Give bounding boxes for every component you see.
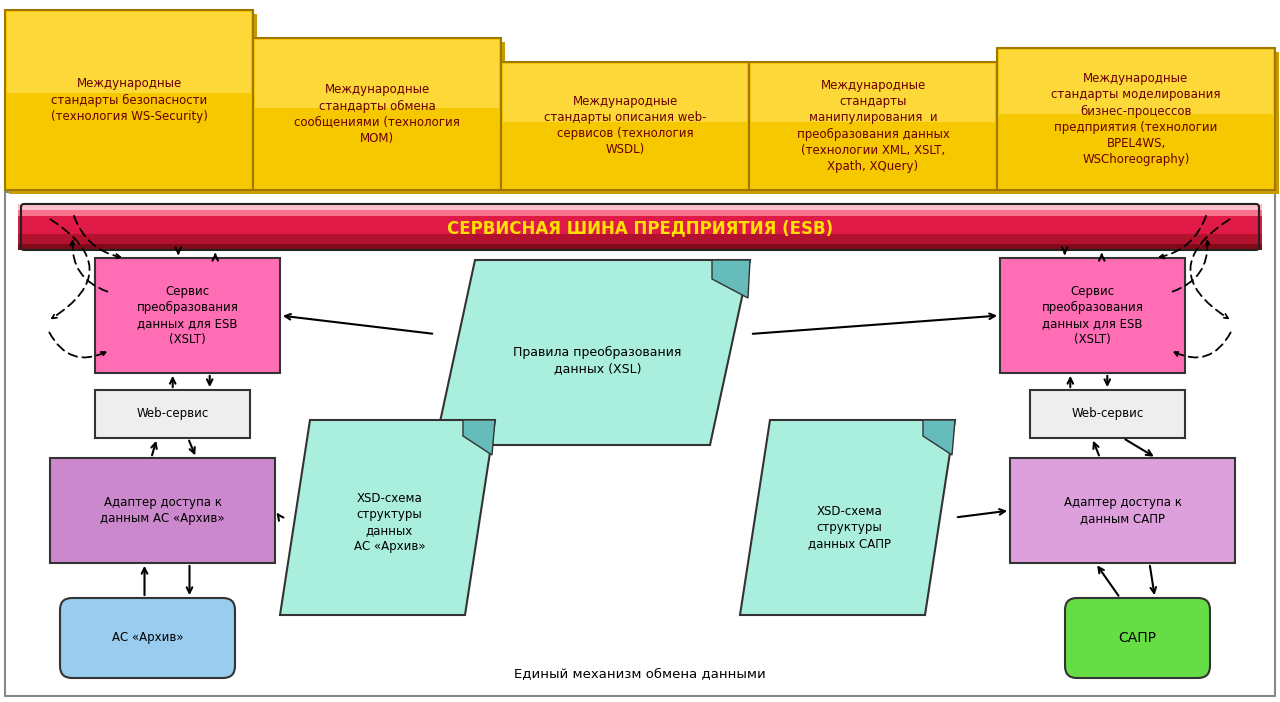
Bar xyxy=(18,246,1262,247)
Bar xyxy=(18,216,1262,218)
Bar xyxy=(18,230,1262,231)
Bar xyxy=(18,249,1262,250)
Bar xyxy=(18,221,1262,223)
Text: Международные
стандарты обмена
сообщениями (технология
MOM): Международные стандарты обмена сообщения… xyxy=(294,84,460,145)
Bar xyxy=(1001,52,1279,194)
Bar xyxy=(18,237,1262,239)
Bar xyxy=(18,249,1262,251)
Bar xyxy=(18,226,1262,227)
Text: Web-сервис: Web-сервис xyxy=(1071,407,1143,420)
FancyBboxPatch shape xyxy=(1065,598,1210,678)
Bar xyxy=(18,220,1262,221)
Bar xyxy=(500,62,749,190)
Bar xyxy=(18,244,1262,246)
Text: Единый механизм обмена данными: Единый механизм обмена данными xyxy=(515,668,765,680)
Text: СЕРВИСНАЯ ШИНА ПРЕДПРИЯТИЯ (ESB): СЕРВИСНАЯ ШИНА ПРЕДПРИЯТИЯ (ESB) xyxy=(447,219,833,237)
Text: Международные
стандарты
манипулирования  и
преобразования данных
(технологии XML: Международные стандарты манипулирования … xyxy=(796,79,950,173)
Bar xyxy=(18,219,1262,220)
Bar xyxy=(5,192,1275,696)
Bar xyxy=(18,227,1262,228)
Bar xyxy=(6,12,251,93)
Bar xyxy=(255,40,499,108)
Bar xyxy=(18,209,1262,211)
Bar xyxy=(253,38,500,190)
Bar xyxy=(18,207,1262,208)
Bar xyxy=(18,236,1262,237)
Bar xyxy=(18,224,1262,225)
Bar xyxy=(18,235,1262,237)
Bar xyxy=(997,48,1275,190)
Bar xyxy=(18,239,1262,240)
Bar xyxy=(18,232,1262,234)
Bar xyxy=(503,64,748,121)
Text: Сервис
преобразования
данных для ESB
(XSLT): Сервис преобразования данных для ESB (XS… xyxy=(1042,285,1143,346)
Bar xyxy=(18,232,1262,233)
Bar xyxy=(95,390,250,438)
Bar xyxy=(18,214,1262,216)
Polygon shape xyxy=(280,420,495,615)
Bar xyxy=(18,243,1262,244)
Bar xyxy=(18,204,1262,206)
Bar xyxy=(257,42,506,194)
Bar xyxy=(18,215,1262,216)
Text: САПР: САПР xyxy=(1119,631,1157,645)
Bar xyxy=(5,10,253,190)
Bar xyxy=(749,62,997,190)
Text: Международные
стандарты безопасности
(технология WS-Security): Международные стандарты безопасности (те… xyxy=(51,77,207,123)
Bar xyxy=(9,14,257,194)
Bar xyxy=(18,246,1262,248)
Text: АС «Архив»: АС «Архив» xyxy=(111,632,183,644)
Text: XSD-схема
структуры
данных
АС «Архив»: XSD-схема структуры данных АС «Архив» xyxy=(353,492,425,553)
Text: Правила преобразования
данных (XSL): Правила преобразования данных (XSL) xyxy=(513,346,682,375)
Text: XSD-схема
структуры
данных САПР: XSD-схема структуры данных САПР xyxy=(808,505,891,550)
Bar xyxy=(18,208,1262,210)
Text: Международные
стандарты моделирования
бизнес-процессов
предприятия (технологии
B: Международные стандарты моделирования би… xyxy=(1051,72,1221,166)
Bar xyxy=(18,213,1262,215)
Text: Международные
стандарты описания web-
сервисов (технология
WSDL): Международные стандарты описания web- се… xyxy=(544,95,707,157)
Bar xyxy=(1030,390,1185,438)
Bar xyxy=(18,218,1262,219)
Bar xyxy=(18,247,1262,249)
Bar xyxy=(18,223,1262,224)
Polygon shape xyxy=(463,420,495,455)
Bar xyxy=(50,458,275,563)
Text: Адаптер доступа к
данным САПР: Адаптер доступа к данным САПР xyxy=(1064,496,1181,525)
Text: Сервис
преобразования
данных для ESB
(XSLT): Сервис преобразования данных для ESB (XS… xyxy=(137,285,238,346)
Bar xyxy=(18,208,1262,209)
Bar xyxy=(18,223,1262,225)
Bar xyxy=(18,231,1262,232)
Bar xyxy=(1000,258,1185,373)
Bar xyxy=(18,211,1262,213)
Bar xyxy=(1010,458,1235,563)
Polygon shape xyxy=(712,260,750,298)
Bar xyxy=(18,211,1262,212)
Bar xyxy=(18,234,1262,235)
Bar xyxy=(18,241,1262,243)
Polygon shape xyxy=(435,260,750,445)
Bar xyxy=(18,228,1262,230)
Bar xyxy=(18,229,1262,230)
Bar xyxy=(18,244,1262,245)
Bar xyxy=(998,50,1274,114)
Bar xyxy=(18,241,1262,242)
FancyBboxPatch shape xyxy=(60,598,236,678)
Polygon shape xyxy=(740,420,955,615)
Text: Web-сервис: Web-сервис xyxy=(137,407,209,420)
Bar xyxy=(95,258,280,373)
Bar xyxy=(753,66,1001,194)
Text: Адаптер доступа к
данным АС «Архив»: Адаптер доступа к данным АС «Архив» xyxy=(100,496,225,525)
Bar xyxy=(18,206,1262,207)
Bar xyxy=(18,234,1262,236)
Bar xyxy=(18,225,1262,227)
Bar xyxy=(18,220,1262,222)
Bar xyxy=(18,205,1262,206)
Bar xyxy=(18,212,1262,213)
Bar xyxy=(18,217,1262,218)
Bar xyxy=(18,240,1262,241)
Bar xyxy=(18,238,1262,239)
Bar xyxy=(751,64,995,121)
Polygon shape xyxy=(923,420,955,455)
Bar xyxy=(506,66,753,194)
